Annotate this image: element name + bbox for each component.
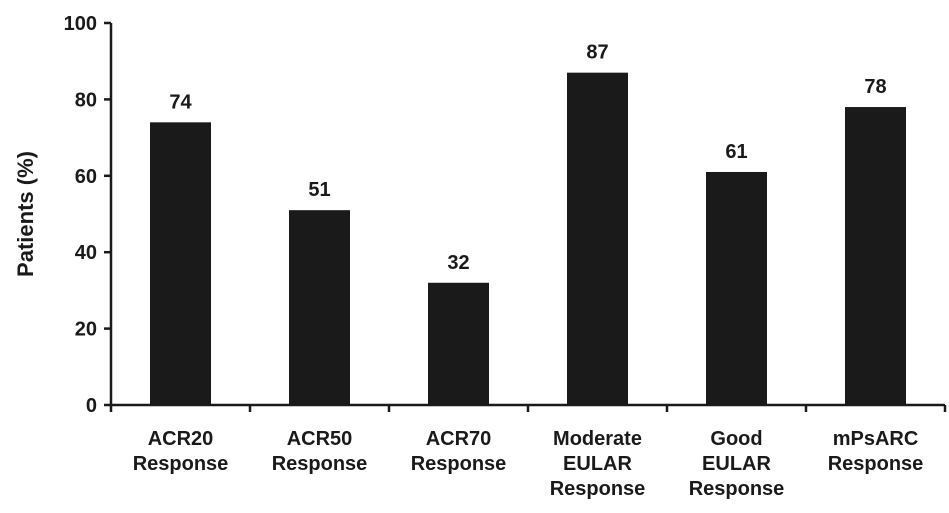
data-label: 32: [447, 252, 469, 274]
chart-bars: [150, 72, 906, 405]
bar: [845, 107, 906, 405]
y-tick-label: 60: [75, 166, 97, 188]
bar: [428, 282, 489, 405]
y-tick-label: 0: [86, 395, 97, 417]
data-label: 87: [586, 42, 608, 64]
bar: [150, 122, 211, 405]
y-tick-label: 20: [75, 319, 97, 341]
x-category-label: ACR70 Response: [411, 428, 507, 475]
x-category-label: ACR50 Response: [272, 428, 368, 475]
x-category-label: mPsARC Response: [828, 428, 924, 475]
data-label: 78: [864, 76, 886, 98]
bar: [289, 210, 350, 405]
data-label: 61: [725, 141, 747, 163]
x-category-label: Moderate EULAR Response: [550, 428, 646, 500]
y-tick-label: 100: [64, 13, 97, 35]
y-axis-title: Patients (%): [13, 151, 38, 277]
bar: [706, 171, 767, 405]
y-tick-label: 40: [75, 242, 97, 264]
bar: [567, 72, 628, 405]
data-label: 74: [169, 91, 192, 113]
data-label: 51: [308, 179, 330, 201]
x-category-label: ACR20 Response: [133, 428, 229, 475]
chart-axes: 0 20 40 60 80 100: [64, 13, 947, 417]
chart-labels: 74 ACR20 Response 51 ACR50 Response 32 ACR70 Res…: [133, 42, 924, 500]
y-tick-label: 80: [75, 89, 97, 111]
x-category-label: Good EULAR Response: [689, 428, 785, 500]
